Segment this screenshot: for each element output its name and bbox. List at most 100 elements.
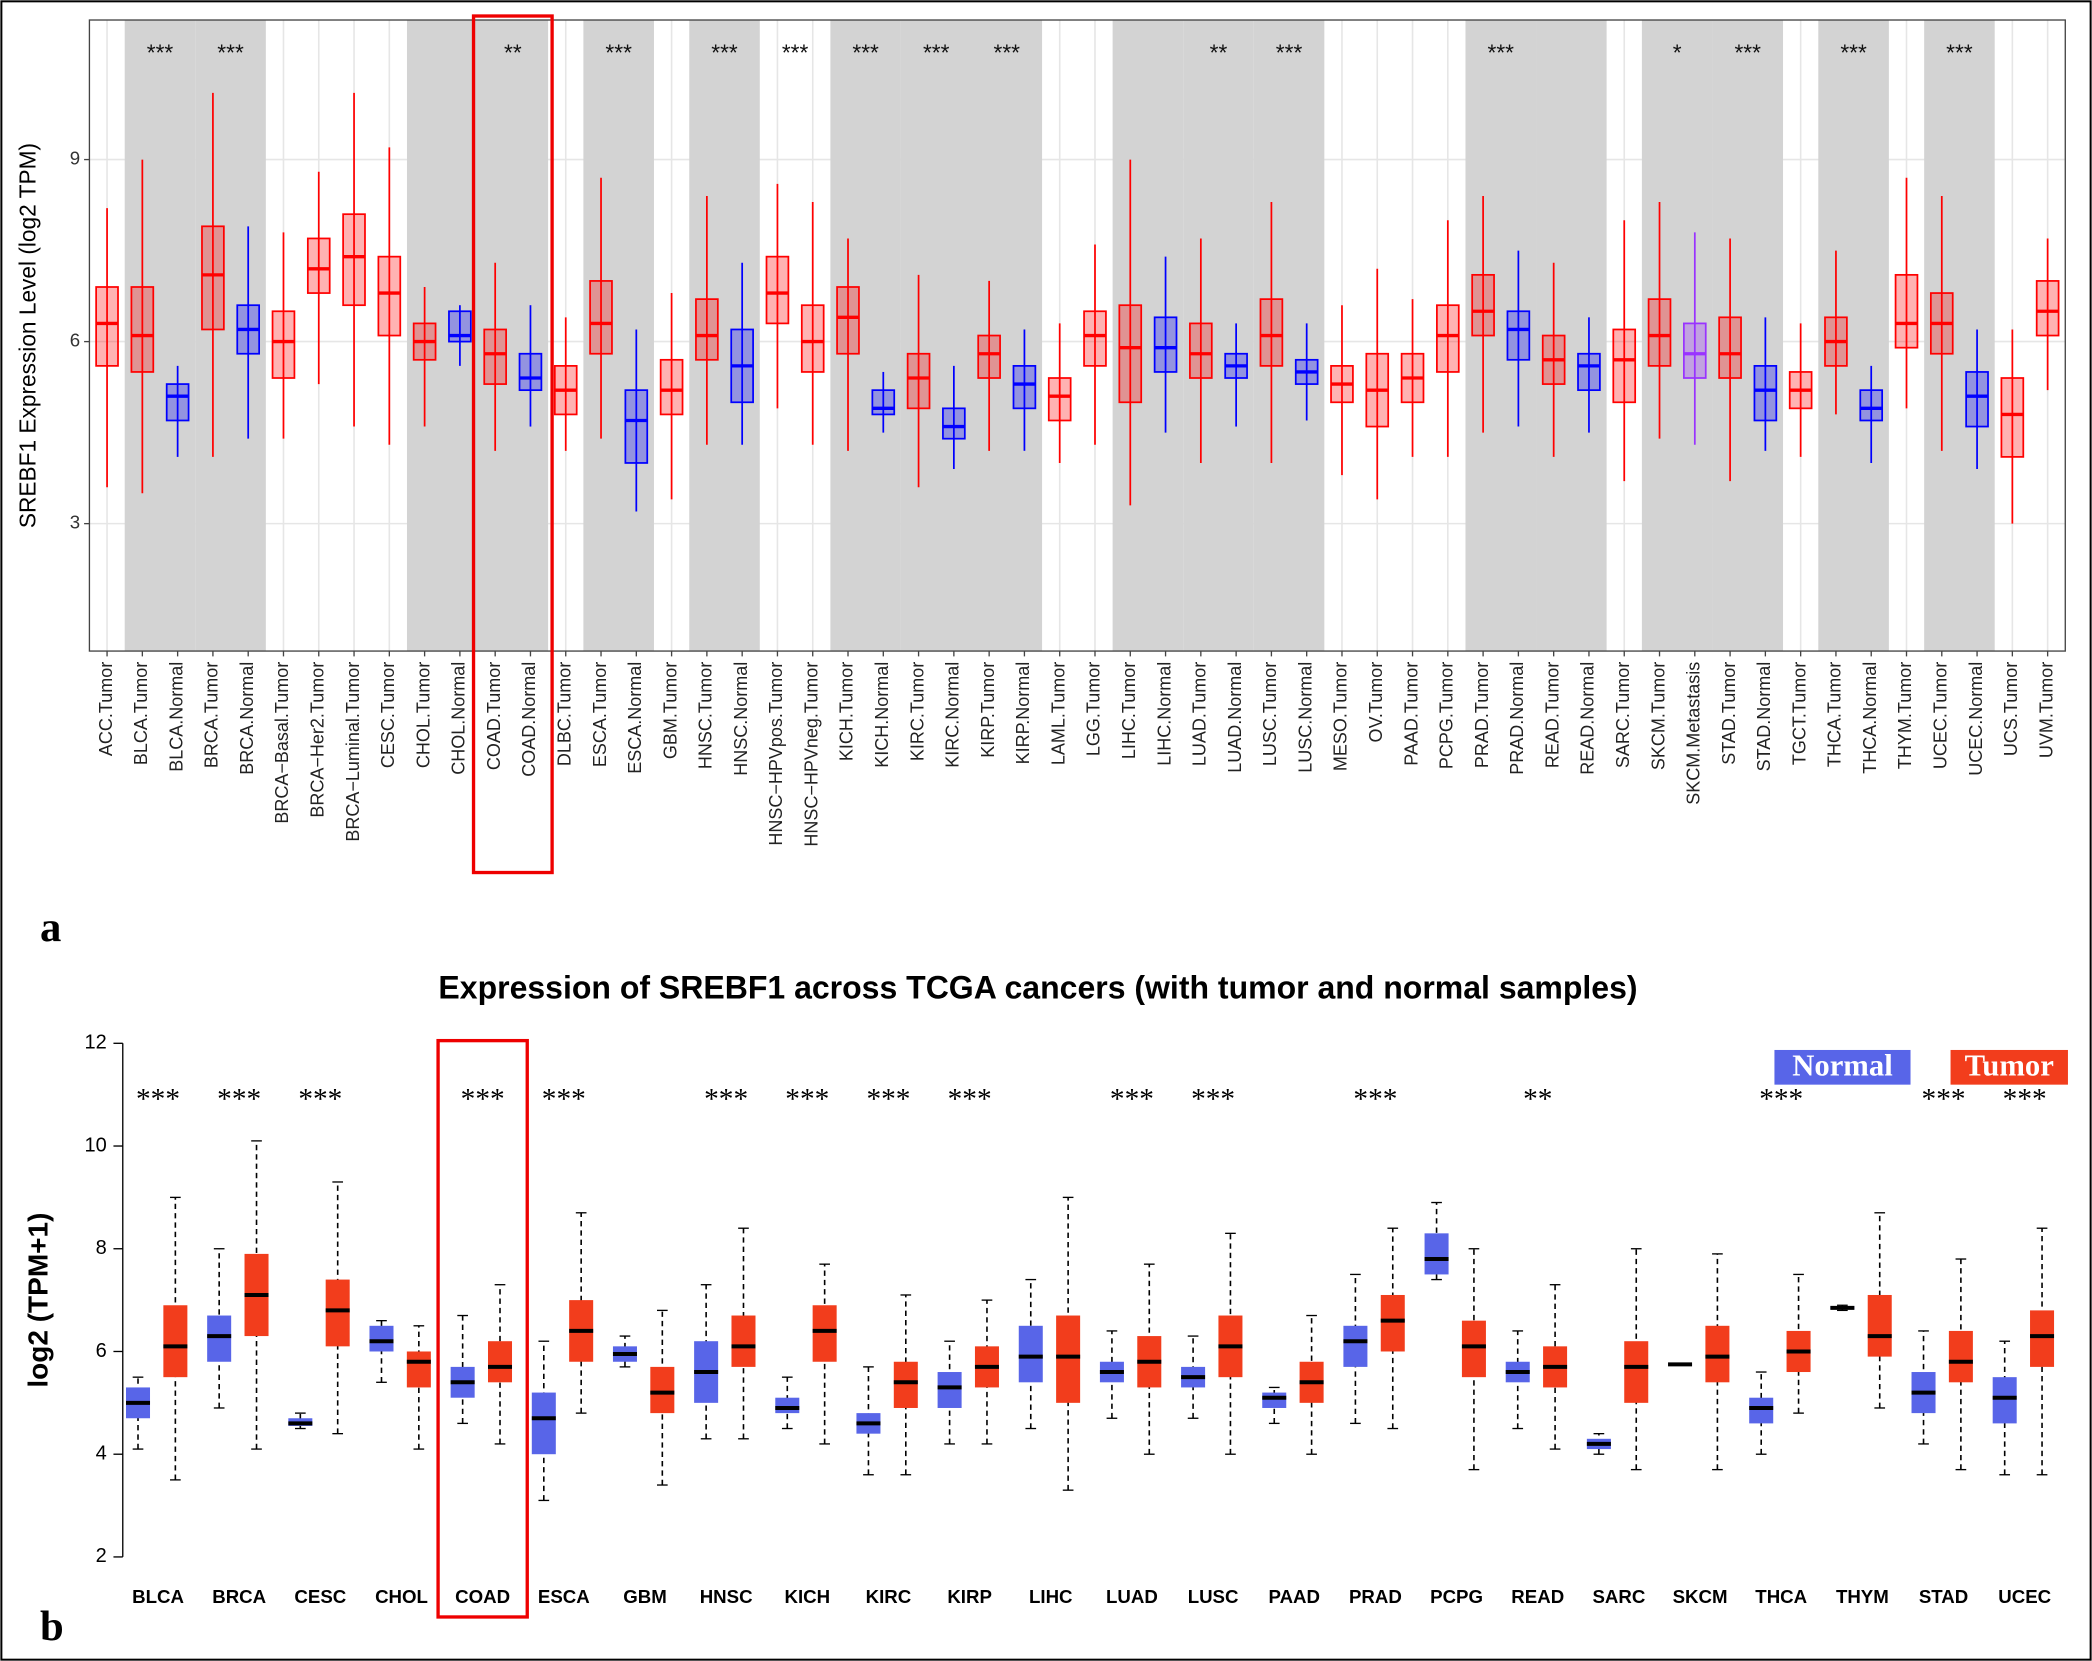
x-tick-label: HNSC−HPVpos.Tumor	[766, 662, 786, 846]
box	[1047, 377, 1072, 422]
box	[977, 334, 1001, 379]
group-shade	[830, 20, 901, 652]
x-tick-label: CHOL.Normal	[449, 662, 469, 775]
x-tick-label: ESCA.Tumor	[590, 662, 610, 767]
box	[163, 1305, 188, 1378]
box	[201, 225, 225, 331]
x-tick-label: UCEC.Tumor	[1931, 662, 1951, 769]
significance-label: **	[1210, 40, 1228, 66]
x-tick-label: KICH	[784, 1586, 830, 1607]
box	[2035, 280, 2060, 337]
box	[1189, 322, 1213, 379]
box	[765, 255, 790, 325]
x-tick-label: CESC.Tumor	[378, 662, 398, 768]
box	[650, 1366, 675, 1414]
significance-label: ***	[1734, 40, 1761, 66]
x-tick-label: MESO.Tumor	[1331, 662, 1351, 771]
significance-label: ***	[1353, 1084, 1397, 1116]
box	[836, 286, 860, 355]
significance-label: ***	[298, 1084, 342, 1116]
significance-label: ***	[866, 1084, 910, 1116]
x-tick-label: THCA.Tumor	[1825, 662, 1845, 767]
group-shade	[583, 20, 654, 652]
group-shade	[1112, 20, 1184, 652]
group-shade	[1712, 20, 1784, 652]
box	[1083, 310, 1107, 367]
box	[1859, 389, 1884, 422]
box	[342, 213, 366, 307]
x-tick-label: PCPG.Tumor	[1437, 662, 1457, 769]
x-tick-label: THCA	[1755, 1586, 1807, 1607]
legend-label: Tumor	[1965, 1049, 2054, 1083]
x-tick-label: SKCM.Metastasis	[1684, 662, 1704, 805]
x-tick-label: KICH.Normal	[872, 662, 892, 768]
x-tick-label: PAAD.Tumor	[1401, 662, 1421, 766]
x-tick-label: HNSC.Tumor	[696, 662, 716, 769]
box	[2000, 377, 2025, 458]
x-tick-label: CESC	[294, 1586, 346, 1607]
x-tick-label: LAML.Tumor	[1048, 662, 1068, 765]
group-shade	[900, 20, 972, 652]
x-tick-label: LGG.Tumor	[1084, 662, 1104, 756]
x-tick-label: BLCA.Normal	[166, 662, 186, 772]
significance-label: ***	[923, 40, 950, 66]
chart-title: Expression of SREBF1 across TCGA cancers…	[438, 969, 1637, 1005]
significance-label: ***	[1191, 1084, 1235, 1116]
x-tick-label: ESCA.Normal	[625, 662, 645, 774]
x-tick-label: HNSC−HPVneg.Tumor	[801, 662, 821, 847]
x-tick-label: THYM.Tumor	[1895, 662, 1915, 769]
x-tick-label: BLCA	[132, 1586, 184, 1607]
box	[2030, 1310, 2055, 1367]
significance-label: **	[1523, 1084, 1552, 1116]
box	[1056, 1315, 1081, 1403]
x-tick-label: BRCA−Her2.Tumor	[308, 662, 328, 818]
x-tick-label: KIRP	[947, 1586, 992, 1607]
box	[1624, 1341, 1649, 1403]
x-tick-label: LIHC.Tumor	[1119, 662, 1139, 759]
box	[893, 1361, 918, 1408]
x-tick-label: READ.Tumor	[1542, 662, 1562, 768]
significance-label: ***	[1110, 1084, 1154, 1116]
box	[1012, 365, 1037, 410]
x-tick-label: ACC.Tumor	[96, 662, 116, 756]
x-tick-label: UCEC	[1998, 1586, 2051, 1607]
box	[1705, 1325, 1730, 1383]
box	[1506, 310, 1531, 361]
x-tick-label: COAD	[455, 1586, 510, 1607]
x-tick-label: SARC.Tumor	[1613, 662, 1633, 768]
x-tick-label: BRCA−Basal.Tumor	[272, 662, 292, 824]
significance-label: ***	[147, 40, 174, 66]
x-tick-label: UCEC.Normal	[1966, 662, 1986, 776]
x-tick-label: LUAD.Tumor	[1190, 662, 1210, 766]
box	[406, 1351, 431, 1388]
x-tick-label: SKCM	[1673, 1586, 1728, 1607]
x-tick-label: UCS.Tumor	[2001, 662, 2021, 756]
box	[589, 280, 613, 355]
box	[1424, 1233, 1449, 1275]
x-tick-label: SKCM.Tumor	[1648, 662, 1668, 770]
x-tick-label: READ.Normal	[1578, 662, 1598, 775]
x-tick-label: LUAD	[1106, 1586, 1158, 1607]
significance-label: ***	[217, 40, 244, 66]
box	[624, 389, 649, 464]
box	[518, 352, 543, 392]
significance-label: ***	[704, 1084, 748, 1116]
box	[937, 1372, 962, 1408]
y-axis-label: SREBF1 Expression Level (log2 TPM)	[14, 143, 40, 528]
x-tick-label: UVM.Tumor	[2036, 662, 2056, 758]
box	[1753, 365, 1778, 422]
x-tick-label: KIRC	[866, 1586, 912, 1607]
box	[1153, 316, 1178, 373]
box	[1965, 371, 1989, 428]
box	[1612, 328, 1637, 404]
x-tick-label: THCA.Normal	[1860, 662, 1880, 774]
x-tick-label: BLCA.Tumor	[131, 662, 151, 765]
box	[306, 237, 331, 294]
box	[1380, 1294, 1405, 1352]
box	[483, 328, 507, 385]
y-tick-label: 3	[70, 512, 80, 533]
box	[1262, 1392, 1287, 1408]
group-shade	[1924, 20, 1995, 652]
legend-swatch	[1950, 1049, 2068, 1085]
